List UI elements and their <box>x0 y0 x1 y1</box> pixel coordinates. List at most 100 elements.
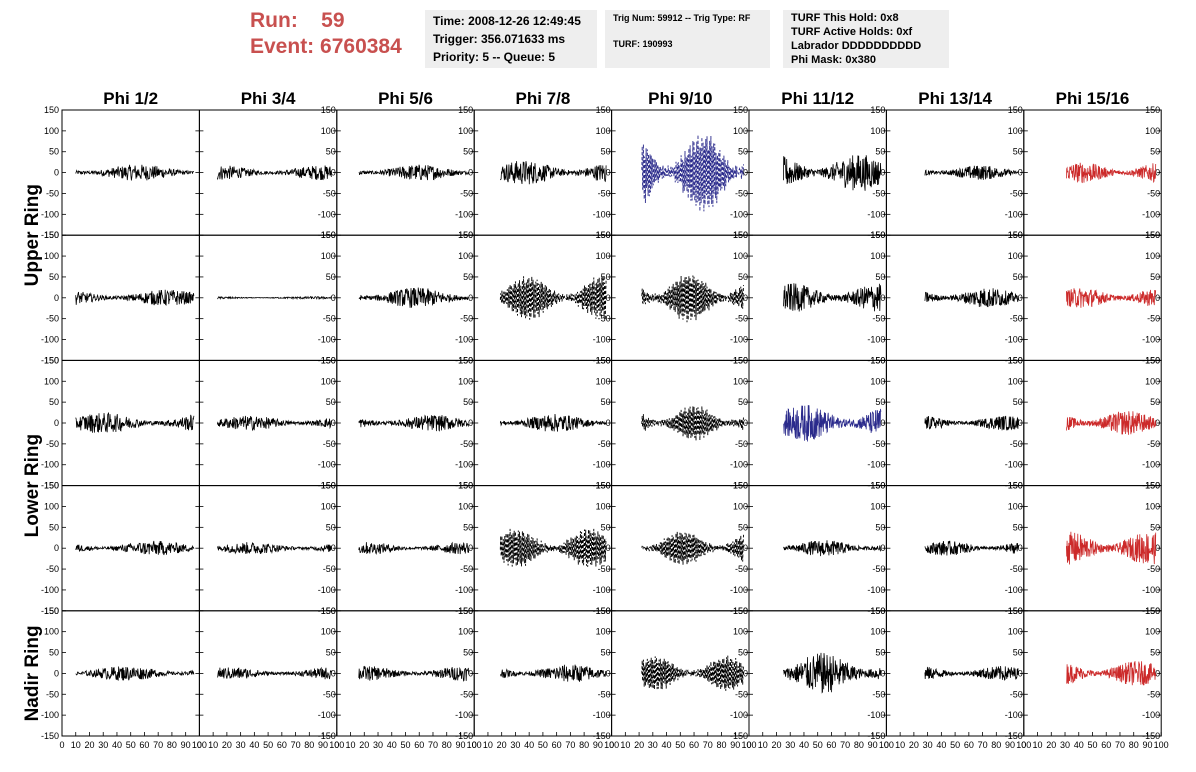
y-tick-label: -100 <box>455 710 473 720</box>
y-tick-label: 50 <box>1150 272 1160 282</box>
y-tick-label: 50 <box>601 522 611 532</box>
x-tick-label: 20 <box>497 740 507 750</box>
x-tick-label: 60 <box>689 740 699 750</box>
x-tick-label: 30 <box>923 740 933 750</box>
waveform-line <box>216 542 332 555</box>
y-tick-label: -50 <box>1010 564 1023 574</box>
y-tick-label: 50 <box>1150 522 1160 532</box>
y-tick-label: 0 <box>331 668 336 678</box>
y-tick-label: 100 <box>1008 376 1023 386</box>
waveform-line <box>75 164 195 181</box>
x-tick-label: 80 <box>1129 740 1139 750</box>
x-tick-label: 80 <box>991 740 1001 750</box>
waveform-line <box>358 414 470 432</box>
waveform-line <box>783 283 882 312</box>
x-tick-label: 0 <box>334 740 339 750</box>
x-tick-label: 10 <box>758 740 768 750</box>
y-tick-label: 150 <box>733 481 748 491</box>
waveform-line <box>499 276 607 320</box>
y-tick-label: 100 <box>733 126 748 136</box>
y-tick-label: 100 <box>458 251 473 261</box>
column-header: Phi 11/12 <box>781 89 854 108</box>
y-tick-label: 0 <box>54 293 59 303</box>
x-tick-label: 30 <box>373 740 383 750</box>
run-value: 59 <box>321 9 345 32</box>
y-tick-label: 100 <box>458 376 473 386</box>
y-tick-label: 100 <box>321 501 336 511</box>
x-tick-label: 100 <box>604 740 619 750</box>
y-tick-label: 100 <box>44 376 59 386</box>
priority-text: Priority: 5 -- Queue: 5 <box>433 50 556 64</box>
y-tick-label: -150 <box>318 731 336 741</box>
column-header: Phi 9/10 <box>648 89 712 108</box>
x-tick-label: 50 <box>400 740 410 750</box>
y-tick-label: -100 <box>41 335 59 345</box>
waveform-line <box>358 665 470 682</box>
y-tick-label: -50 <box>598 564 611 574</box>
x-tick-label: 100 <box>1016 740 1031 750</box>
y-tick-label: 50 <box>49 272 59 282</box>
y-tick-label: 150 <box>870 481 885 491</box>
y-tick-label: 50 <box>1013 522 1023 532</box>
y-tick-label: 150 <box>733 355 748 365</box>
x-tick-label: 10 <box>620 740 630 750</box>
y-tick-label: 150 <box>321 105 336 115</box>
y-tick-label: 100 <box>1145 627 1160 637</box>
y-tick-label: -100 <box>455 335 473 345</box>
x-tick-label: 60 <box>1101 740 1111 750</box>
trigger-text: Trigger: 356.071633 ms <box>433 32 566 46</box>
y-tick-label: 100 <box>733 376 748 386</box>
x-tick-label: 20 <box>222 740 232 750</box>
waveform-line <box>217 295 332 301</box>
waveform-line <box>499 528 607 567</box>
x-tick-label: 80 <box>304 740 314 750</box>
y-tick-label: -50 <box>1147 314 1160 324</box>
run-label: Run: <box>250 9 298 32</box>
x-tick-label: 0 <box>746 740 751 750</box>
y-tick-label: -100 <box>593 460 611 470</box>
y-tick-label: 50 <box>1013 648 1023 658</box>
y-tick-label: 50 <box>463 648 473 658</box>
y-tick-label: 150 <box>596 105 611 115</box>
waveform-line <box>1066 162 1157 184</box>
ring-label: Nadir Ring <box>22 625 43 721</box>
y-tick-label: -50 <box>460 439 473 449</box>
waveform-line <box>924 288 1019 308</box>
y-tick-label: -100 <box>867 335 885 345</box>
waveform-line <box>641 134 744 212</box>
y-tick-label: -50 <box>323 564 336 574</box>
y-tick-label: 50 <box>875 522 885 532</box>
y-tick-label: -50 <box>735 314 748 324</box>
y-tick-label: 0 <box>743 293 748 303</box>
y-tick-label: -50 <box>872 689 885 699</box>
y-tick-label: 100 <box>1008 627 1023 637</box>
turf-hold-text: TURF This Hold: 0x8 <box>791 12 899 24</box>
y-tick-label: 0 <box>880 168 885 178</box>
y-tick-label: -50 <box>735 564 748 574</box>
x-tick-label: 70 <box>565 740 575 750</box>
waveform-line <box>1066 531 1157 565</box>
y-tick-label: -100 <box>1005 460 1023 470</box>
y-tick-label: 0 <box>1018 168 1023 178</box>
y-tick-label: 50 <box>601 147 611 157</box>
y-tick-label: -50 <box>1147 564 1160 574</box>
y-tick-label: -100 <box>1142 585 1160 595</box>
y-tick-label: 0 <box>606 668 611 678</box>
y-tick-label: -50 <box>1010 439 1023 449</box>
y-tick-label: 150 <box>596 230 611 240</box>
column-header: Phi 5/6 <box>378 89 433 108</box>
y-tick-label: 100 <box>870 376 885 386</box>
waveform-line <box>924 415 1019 431</box>
y-tick-label: 0 <box>468 293 473 303</box>
y-tick-label: 0 <box>606 543 611 553</box>
y-tick-label: -100 <box>318 335 336 345</box>
y-tick-label: -100 <box>1142 335 1160 345</box>
y-tick-label: 150 <box>1145 481 1160 491</box>
y-tick-label: 150 <box>1008 606 1023 616</box>
y-tick-label: -50 <box>872 439 885 449</box>
y-tick-label: -150 <box>41 731 59 741</box>
x-tick-label: 10 <box>346 740 356 750</box>
y-tick-label: 150 <box>458 105 473 115</box>
y-tick-label: -50 <box>735 439 748 449</box>
x-tick-label: 70 <box>428 740 438 750</box>
